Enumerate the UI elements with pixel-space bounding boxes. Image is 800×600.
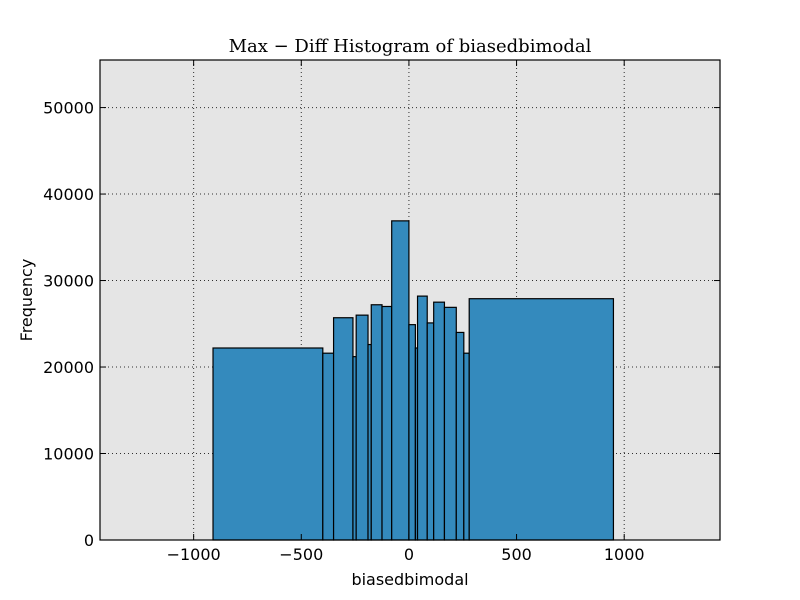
histogram-bar (355, 314, 369, 541)
histogram-bar (433, 301, 446, 541)
histogram-bar (381, 305, 393, 541)
y-tick-label: 30000 (43, 272, 94, 291)
histogram-bar (212, 347, 324, 541)
x-tick-label: 0 (404, 545, 414, 564)
y-tick-labels: 0 10000 20000 30000 40000 50000 (43, 99, 94, 550)
x-tick-label: −1000 (167, 545, 221, 564)
plot-frame (99, 59, 721, 541)
y-tick-label: 50000 (43, 99, 94, 118)
y-tick-label: 20000 (43, 358, 94, 377)
y-axis-label: Frequency (17, 259, 36, 342)
histogram-bar (332, 317, 354, 541)
y-tick-label: 10000 (43, 445, 94, 464)
histogram-bar (468, 298, 615, 541)
histogram-bar (463, 352, 470, 541)
x-tick-labels: −1000 −500 0 500 1000 (167, 545, 645, 564)
histogram-bar (416, 295, 428, 541)
histogram-bar (408, 324, 416, 541)
x-tick-label: 500 (501, 545, 532, 564)
histogram-bar (370, 304, 383, 541)
x-tick-label: 1000 (604, 545, 645, 564)
x-axis-label: biasedbimodal (351, 570, 468, 589)
bars (212, 220, 615, 541)
histogram-bar (322, 352, 335, 541)
chart-title: Max − Diff Histogram of biasedbimodal (229, 36, 592, 57)
y-tick-label: 0 (84, 531, 94, 550)
histogram-bar (443, 306, 457, 541)
axis-ticks (100, 60, 720, 541)
histogram-bar (391, 220, 410, 541)
y-tick-label: 40000 (43, 185, 94, 204)
histogram-bar (455, 331, 465, 541)
histogram-bar (426, 322, 435, 541)
x-tick-label: −500 (279, 545, 323, 564)
